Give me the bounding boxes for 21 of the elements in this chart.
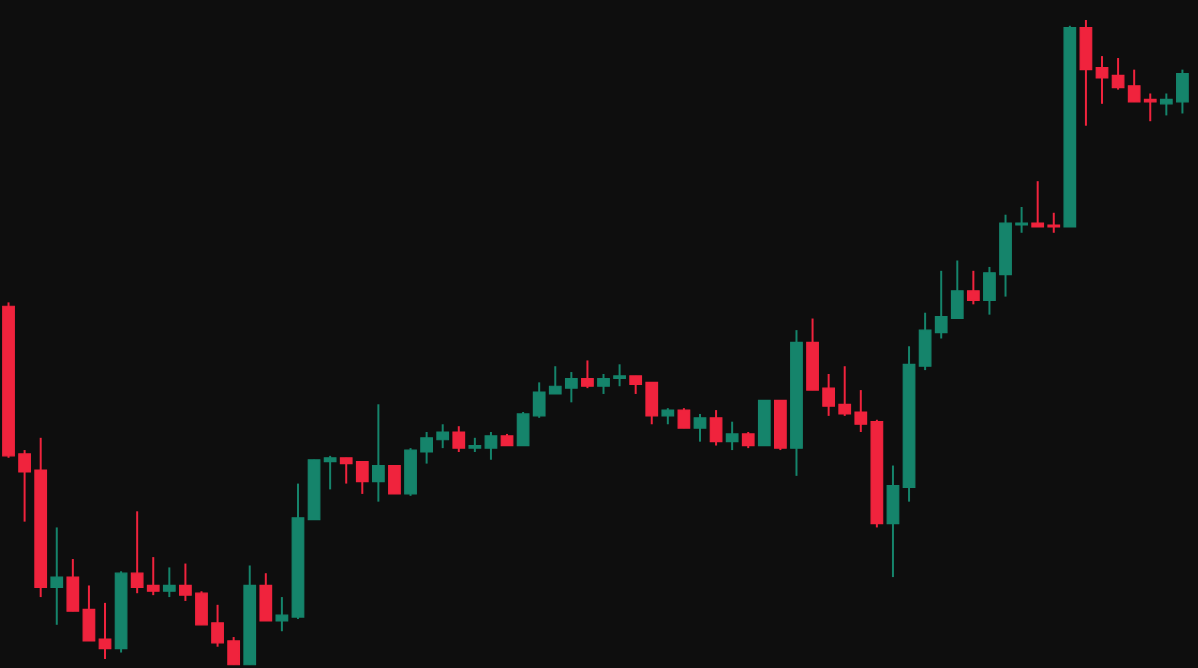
candlestick	[1079, 18, 1093, 127]
candlestick	[581, 359, 594, 390]
candlestick	[1095, 55, 1109, 105]
candlestick	[98, 601, 112, 660]
candlestick	[452, 425, 466, 453]
candlestick	[388, 464, 401, 495]
candlestick	[725, 420, 739, 452]
candlestick	[50, 526, 64, 626]
candlestick	[275, 596, 289, 633]
candlestick	[886, 464, 900, 579]
candlestick	[774, 399, 787, 452]
candlestick	[966, 269, 980, 306]
candlestick	[259, 572, 273, 622]
candlestick	[484, 431, 498, 461]
candlestick	[709, 409, 723, 447]
candlestick	[162, 566, 176, 599]
candlestick	[323, 454, 337, 491]
candlestick	[677, 407, 691, 430]
candlestick	[757, 399, 771, 447]
candlestick	[371, 403, 385, 503]
candlestick	[693, 412, 707, 443]
